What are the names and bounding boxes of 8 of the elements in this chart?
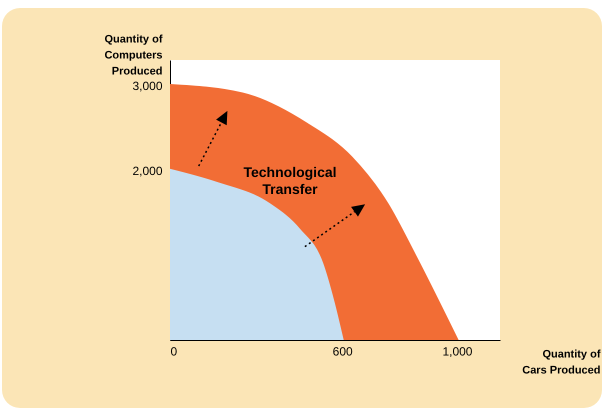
x-tick-label: 1,000 — [442, 344, 473, 358]
x-tick-label: 600 — [332, 344, 354, 358]
x-axis-title: Quantity of Cars Produced — [522, 348, 601, 376]
annotation: Technological Transfer — [243, 164, 337, 197]
x-tick-label: 0 — [170, 344, 178, 358]
y-tick-label: 2,000 — [132, 164, 163, 178]
y-tick-label: 3,000 — [132, 78, 163, 93]
y-axis-title: Quantity of Computers Produced — [104, 34, 163, 78]
